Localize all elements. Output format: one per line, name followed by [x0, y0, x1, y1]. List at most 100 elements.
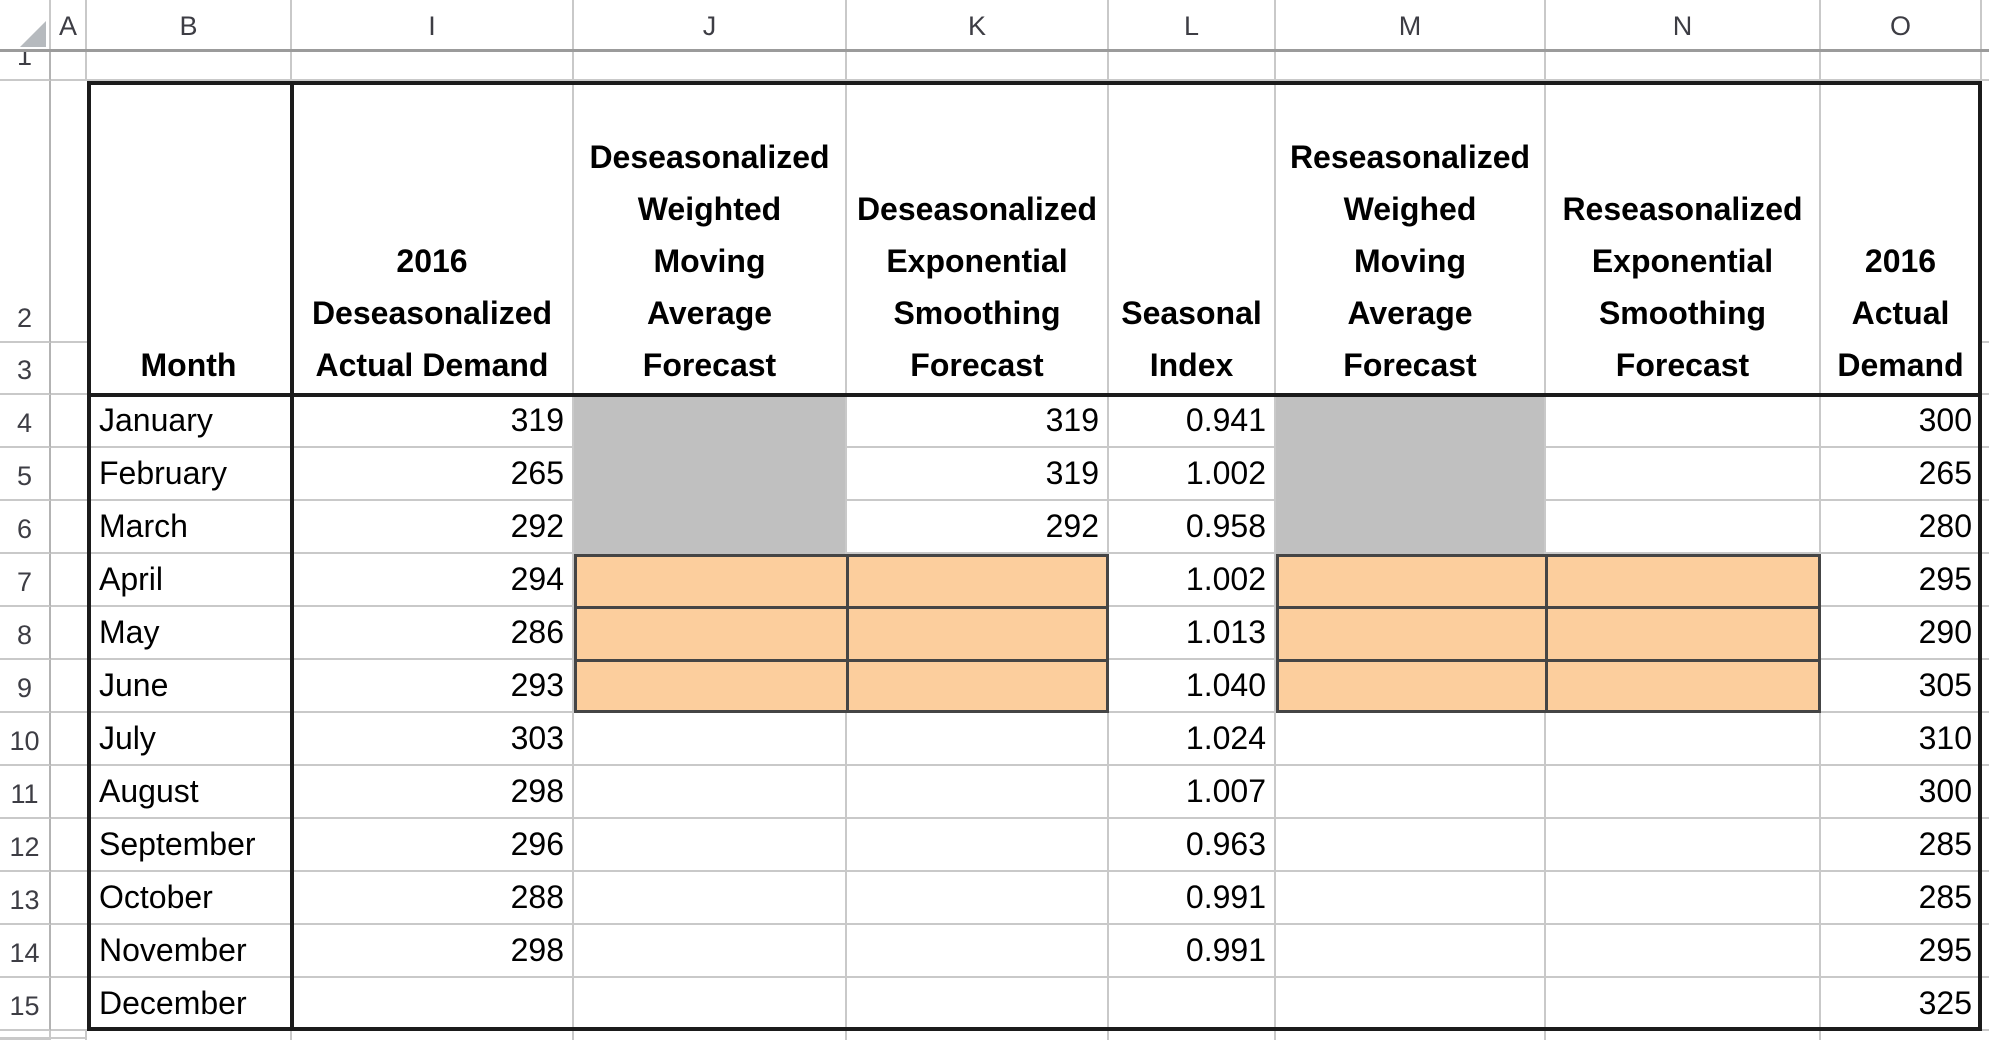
cell-J13[interactable] [574, 872, 847, 925]
row-header-6[interactable]: 6 [0, 501, 51, 554]
cell-M12[interactable] [1276, 819, 1546, 872]
cell-O4[interactable]: 300 [1821, 395, 1982, 448]
cell-I14[interactable]: 298 [292, 925, 574, 978]
cell-M14[interactable] [1276, 925, 1546, 978]
cell-O11[interactable]: 300 [1821, 766, 1982, 819]
cell-B10[interactable]: July [87, 713, 292, 766]
cell-B5[interactable]: February [87, 448, 292, 501]
header-cell-J[interactable]: Deseasonalized Weighted Moving Average F… [574, 81, 847, 395]
cell-M13[interactable] [1276, 872, 1546, 925]
merged-cell-M4-M6[interactable] [1276, 395, 1546, 554]
cell-N6[interactable] [1546, 501, 1821, 554]
row-header-11[interactable]: 11 [0, 766, 51, 819]
cell-K13[interactable] [847, 872, 1109, 925]
header-cell-B[interactable]: Month [87, 81, 292, 395]
cell-L1[interactable] [1109, 52, 1276, 81]
cell-I6[interactable]: 292 [292, 501, 574, 554]
row-header-15[interactable]: 15 [0, 978, 51, 1031]
cell-N4[interactable] [1546, 395, 1821, 448]
cell-K12[interactable] [847, 819, 1109, 872]
highlighted-range-J7-K9[interactable] [574, 554, 1109, 713]
cell-K11[interactable] [847, 766, 1109, 819]
cell-J11[interactable] [574, 766, 847, 819]
cell-A3[interactable] [51, 343, 87, 395]
select-all-corner[interactable] [0, 0, 51, 52]
cell-I15[interactable] [292, 978, 574, 1031]
cell-K14[interactable] [847, 925, 1109, 978]
cell-J15[interactable] [574, 978, 847, 1031]
cell-B4[interactable]: January [87, 395, 292, 448]
column-header-N[interactable]: N [1546, 0, 1821, 52]
cell-L11[interactable]: 1.007 [1109, 766, 1276, 819]
cell-L14[interactable]: 0.991 [1109, 925, 1276, 978]
merged-cell-J4-J6[interactable] [574, 395, 847, 554]
column-header-K[interactable]: K [847, 0, 1109, 52]
cell-L10[interactable]: 1.024 [1109, 713, 1276, 766]
header-cell-O[interactable]: 2016 Actual Demand [1821, 81, 1982, 395]
cell-B15[interactable]: December [87, 978, 292, 1031]
cell-A12[interactable] [51, 819, 87, 872]
cell-K15[interactable] [847, 978, 1109, 1031]
header-cell-N[interactable]: Reseasonalized Exponential Smoothing For… [1546, 81, 1821, 395]
cell-A4[interactable] [51, 395, 87, 448]
cell-B12[interactable]: September [87, 819, 292, 872]
row-header-partial[interactable] [0, 1031, 51, 1040]
row-header-5[interactable]: 5 [0, 448, 51, 501]
cell-N10[interactable] [1546, 713, 1821, 766]
cell-N5[interactable] [1546, 448, 1821, 501]
row-header-13[interactable]: 13 [0, 872, 51, 925]
cell-L12[interactable]: 0.963 [1109, 819, 1276, 872]
cell-L15[interactable] [1109, 978, 1276, 1031]
cell-N15[interactable] [1546, 978, 1821, 1031]
cell-J10[interactable] [574, 713, 847, 766]
cell-O9[interactable]: 305 [1821, 660, 1982, 713]
cell-A2[interactable] [51, 81, 87, 343]
cell-K1[interactable] [847, 52, 1109, 81]
header-cell-K[interactable]: Deseasonalized Exponential Smoothing For… [847, 81, 1109, 395]
cell-N11[interactable] [1546, 766, 1821, 819]
cell-L5[interactable]: 1.002 [1109, 448, 1276, 501]
cell-B8[interactable]: May [87, 607, 292, 660]
cell-O13[interactable]: 285 [1821, 872, 1982, 925]
cell-O8[interactable]: 290 [1821, 607, 1982, 660]
column-header-I[interactable]: I [292, 0, 574, 52]
cell-J1[interactable] [574, 52, 847, 81]
cell-I5[interactable]: 265 [292, 448, 574, 501]
row-header-7[interactable]: 7 [0, 554, 51, 607]
cell-O12[interactable]: 285 [1821, 819, 1982, 872]
cell-B9[interactable]: June [87, 660, 292, 713]
column-header-O[interactable]: O [1821, 0, 1982, 52]
cell-N13[interactable] [1546, 872, 1821, 925]
cell-L8[interactable]: 1.013 [1109, 607, 1276, 660]
cell-K6[interactable]: 292 [847, 501, 1109, 554]
cell-L13[interactable]: 0.991 [1109, 872, 1276, 925]
cell-I8[interactable]: 286 [292, 607, 574, 660]
cell-N1[interactable] [1546, 52, 1821, 81]
cell-A15[interactable] [51, 978, 87, 1031]
cell-L9[interactable]: 1.040 [1109, 660, 1276, 713]
row-header-9[interactable]: 9 [0, 660, 51, 713]
cell-M15[interactable] [1276, 978, 1546, 1031]
cell-I1[interactable] [292, 52, 574, 81]
cell-N12[interactable] [1546, 819, 1821, 872]
header-cell-L[interactable]: Seasonal Index [1109, 81, 1276, 395]
cell-J12[interactable] [574, 819, 847, 872]
row-header-8[interactable]: 8 [0, 607, 51, 660]
row-header-12[interactable]: 12 [0, 819, 51, 872]
cell-B14[interactable]: November [87, 925, 292, 978]
cell-L7[interactable]: 1.002 [1109, 554, 1276, 607]
row-header-2[interactable]: 2 [0, 81, 51, 343]
cell-O7[interactable]: 295 [1821, 554, 1982, 607]
cell-K10[interactable] [847, 713, 1109, 766]
cell-I7[interactable]: 294 [292, 554, 574, 607]
cell-L4[interactable]: 0.941 [1109, 395, 1276, 448]
cell-O14[interactable]: 295 [1821, 925, 1982, 978]
cell-B11[interactable]: August [87, 766, 292, 819]
cell-B7[interactable]: April [87, 554, 292, 607]
cell-A8[interactable] [51, 607, 87, 660]
cell-I4[interactable]: 319 [292, 395, 574, 448]
cell-I13[interactable]: 288 [292, 872, 574, 925]
header-cell-M[interactable]: Reseasonalized Weighed Moving Average Fo… [1276, 81, 1546, 395]
cell-I10[interactable]: 303 [292, 713, 574, 766]
cell-O5[interactable]: 265 [1821, 448, 1982, 501]
